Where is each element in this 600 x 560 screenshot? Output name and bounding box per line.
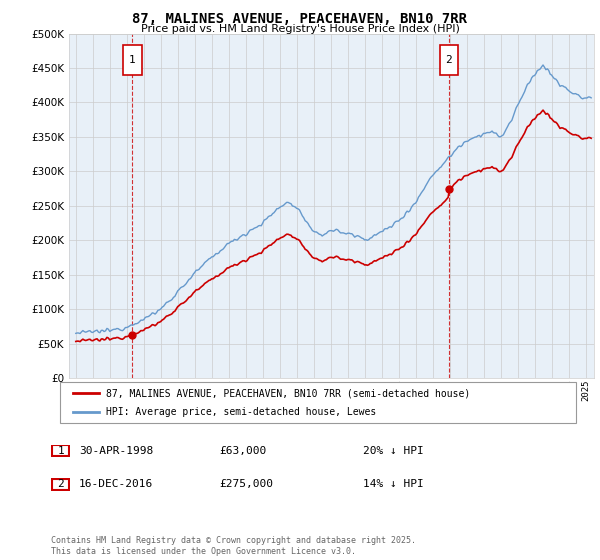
Text: HPI: Average price, semi-detached house, Lewes: HPI: Average price, semi-detached house,… <box>106 407 377 417</box>
Bar <box>123 45 142 75</box>
Text: 1: 1 <box>129 55 136 65</box>
Text: 87, MALINES AVENUE, PEACEHAVEN, BN10 7RR (semi-detached house): 87, MALINES AVENUE, PEACEHAVEN, BN10 7RR… <box>106 389 470 398</box>
Text: 16-DEC-2016: 16-DEC-2016 <box>79 479 154 489</box>
Text: £275,000: £275,000 <box>219 479 273 489</box>
Text: 87, MALINES AVENUE, PEACEHAVEN, BN10 7RR: 87, MALINES AVENUE, PEACEHAVEN, BN10 7RR <box>133 12 467 26</box>
Text: 20% ↓ HPI: 20% ↓ HPI <box>363 446 424 456</box>
Text: 14% ↓ HPI: 14% ↓ HPI <box>363 479 424 489</box>
Bar <box>440 45 458 75</box>
Text: 1: 1 <box>57 446 64 456</box>
Text: 30-APR-1998: 30-APR-1998 <box>79 446 154 456</box>
Text: 2: 2 <box>446 55 452 65</box>
Text: £63,000: £63,000 <box>219 446 266 456</box>
Text: Contains HM Land Registry data © Crown copyright and database right 2025.
This d: Contains HM Land Registry data © Crown c… <box>51 536 416 556</box>
Text: 2: 2 <box>57 479 64 489</box>
Text: Price paid vs. HM Land Registry's House Price Index (HPI): Price paid vs. HM Land Registry's House … <box>140 24 460 34</box>
